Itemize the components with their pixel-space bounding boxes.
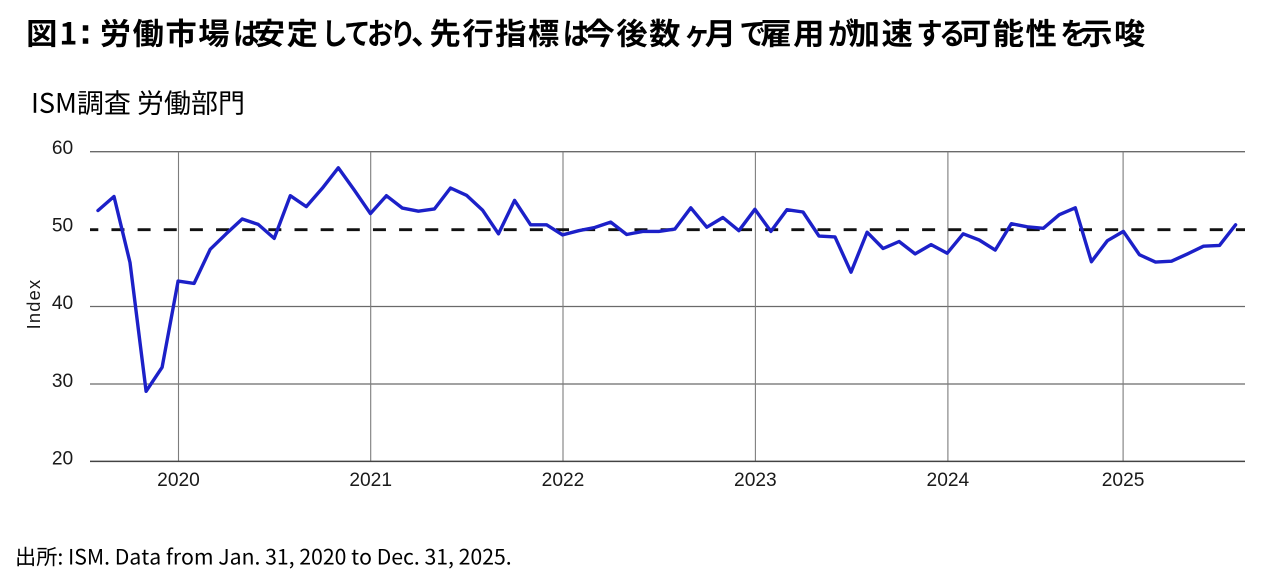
svg-text:2025: 2025 bbox=[1102, 470, 1145, 491]
svg-text:20: 20 bbox=[52, 448, 73, 469]
svg-text:2022: 2022 bbox=[542, 470, 585, 491]
svg-text:60: 60 bbox=[52, 138, 73, 159]
svg-text:40: 40 bbox=[52, 293, 73, 314]
svg-text:2021: 2021 bbox=[349, 470, 392, 491]
svg-text:30: 30 bbox=[52, 371, 73, 392]
svg-text:2024: 2024 bbox=[927, 470, 970, 491]
svg-text:2023: 2023 bbox=[734, 470, 777, 491]
svg-text:Index: Index bbox=[23, 279, 44, 330]
svg-text:50: 50 bbox=[52, 216, 73, 237]
svg-text:2020: 2020 bbox=[157, 470, 200, 491]
